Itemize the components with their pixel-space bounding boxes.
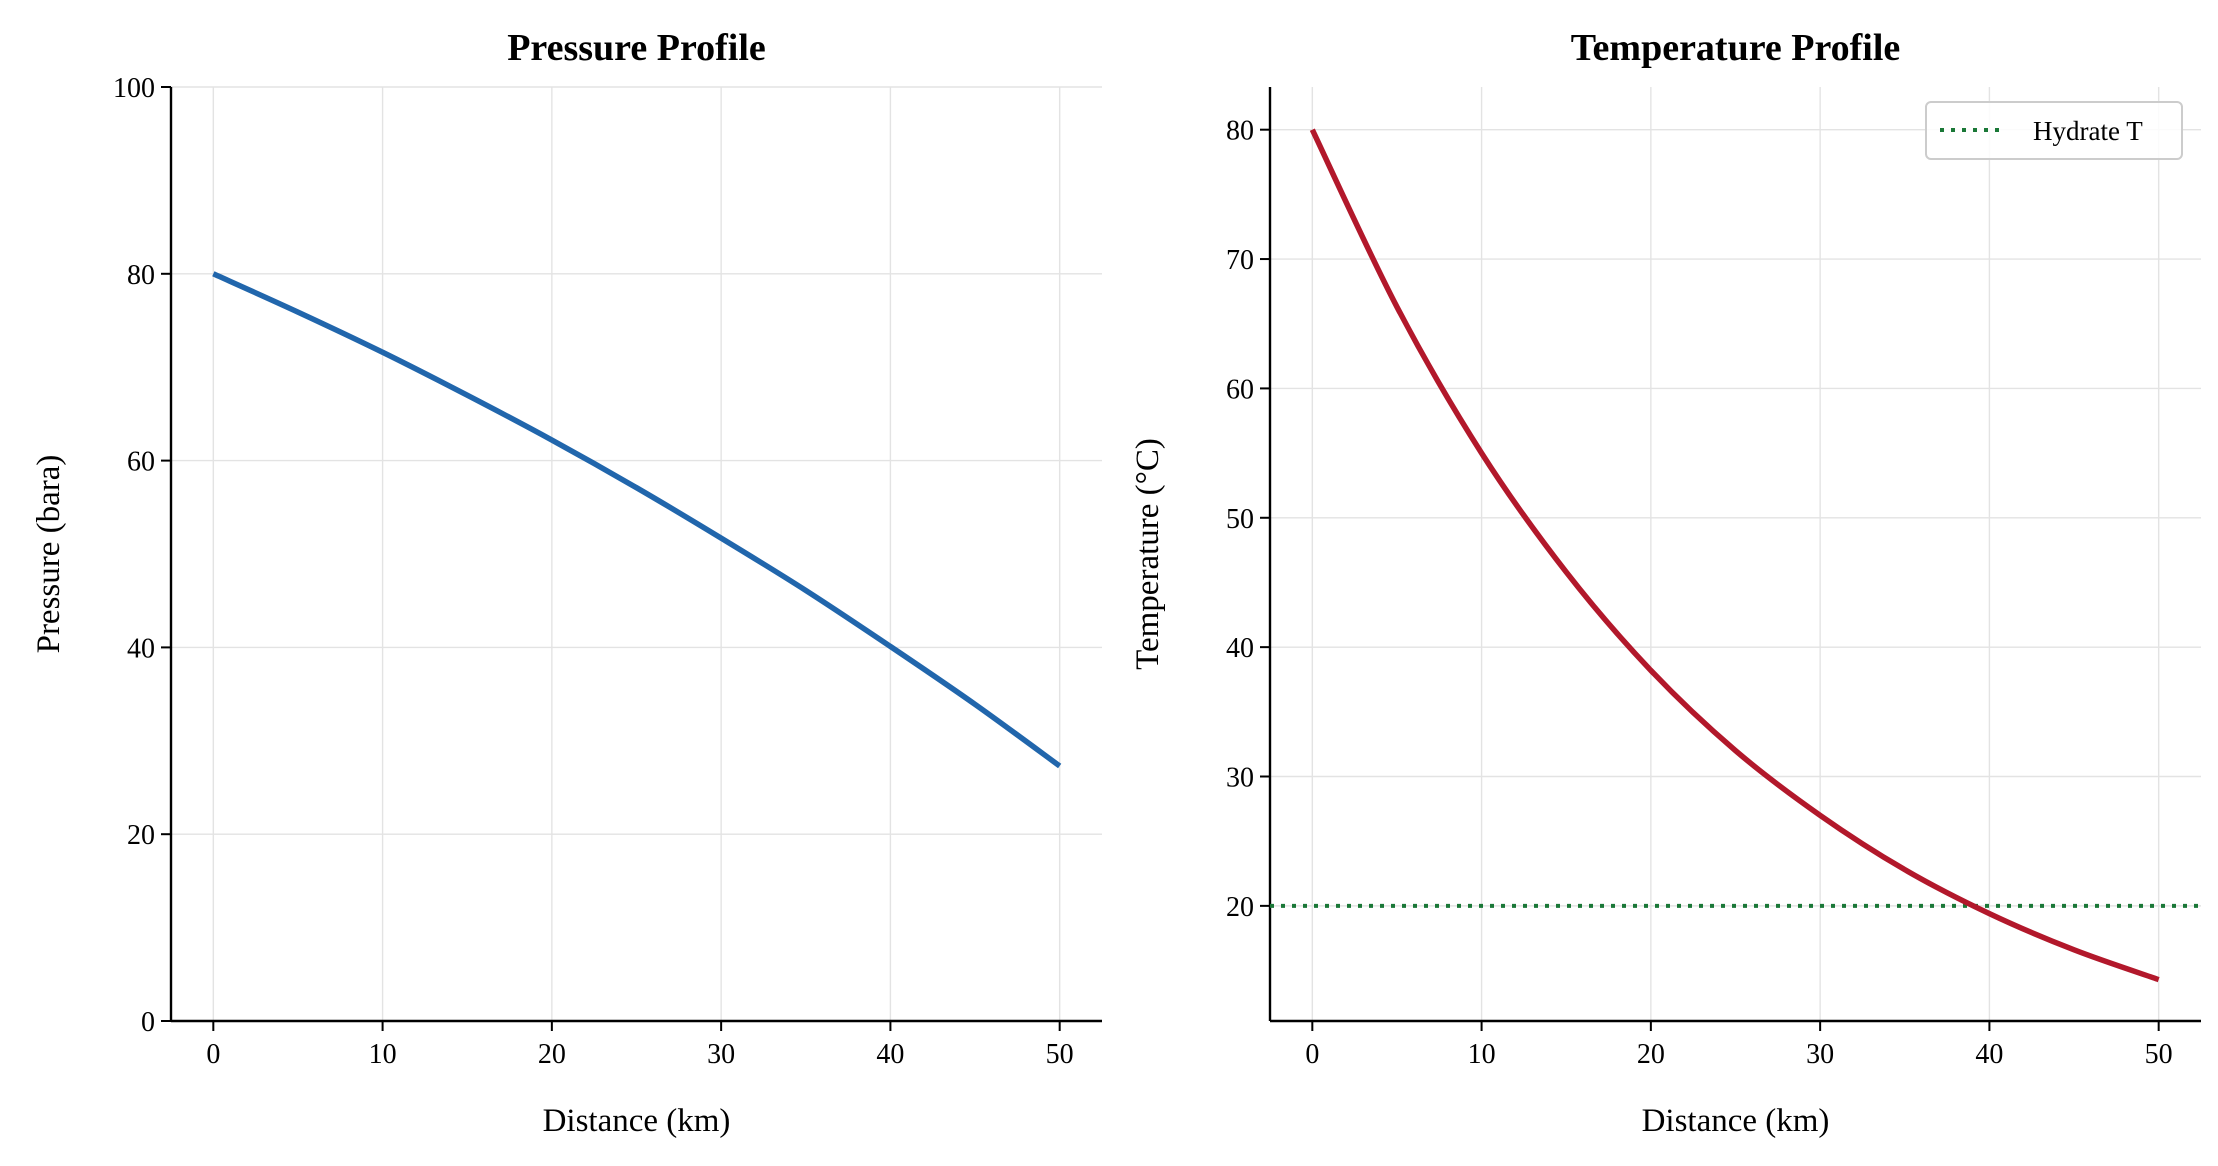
chart-title: Temperature Profile <box>1571 27 1901 69</box>
y-axis-label: Temperature (°C) <box>1130 438 1166 670</box>
x-tick-label: 50 <box>2145 1039 2173 1070</box>
x-tick-label: 10 <box>1468 1039 1496 1070</box>
legend: Hydrate T <box>1925 101 2183 160</box>
series-line-0 <box>212 271 1062 769</box>
y-tick-label: 60 <box>1226 374 1254 405</box>
legend-label: Hydrate T <box>2033 116 2143 146</box>
y-tick-label: 80 <box>1226 116 1254 147</box>
x-tick-label: 0 <box>206 1039 220 1070</box>
y-tick-label: 20 <box>1226 892 1254 923</box>
y-tick-label: 30 <box>1226 763 1254 794</box>
x-tick-label: 30 <box>707 1039 735 1070</box>
y-tick-label: 40 <box>127 633 155 664</box>
x-axis-label: Distance (km) <box>543 1103 731 1139</box>
x-tick-label: 40 <box>1975 1039 2003 1070</box>
y-tick-label: 100 <box>113 73 155 104</box>
y-tick-label: 0 <box>141 1007 155 1038</box>
chart-title: Pressure Profile <box>507 27 766 69</box>
x-tick-label: 0 <box>1305 1039 1319 1070</box>
legend-box <box>1925 101 2183 160</box>
x-tick-label: 50 <box>1046 1039 1074 1070</box>
x-tick-label: 20 <box>1637 1039 1665 1070</box>
y-tick-label: 50 <box>1226 504 1254 535</box>
y-axis-label: Pressure (bara) <box>31 455 67 654</box>
subplot-1: 0 10 20 30 40 50 20 30 40 50 60 70 80 Temperature Pro… <box>1130 27 2201 1139</box>
y-tick-label: 60 <box>127 447 155 478</box>
x-tick-label: 40 <box>876 1039 904 1070</box>
y-tick-label: 80 <box>127 260 155 291</box>
x-tick-label: 30 <box>1806 1039 1834 1070</box>
subplot-0: 0 10 20 30 40 50 0 20 40 60 80 100 Pressure Profile D… <box>31 27 1102 1139</box>
x-axis-label: Distance (km) <box>1642 1103 1830 1139</box>
series-line-0 <box>1309 128 2160 983</box>
y-tick-label: 70 <box>1226 245 1254 276</box>
y-tick-label: 20 <box>127 820 155 851</box>
x-tick-label: 10 <box>369 1039 397 1070</box>
x-tick-label: 20 <box>538 1039 566 1070</box>
y-tick-label: 40 <box>1226 633 1254 664</box>
